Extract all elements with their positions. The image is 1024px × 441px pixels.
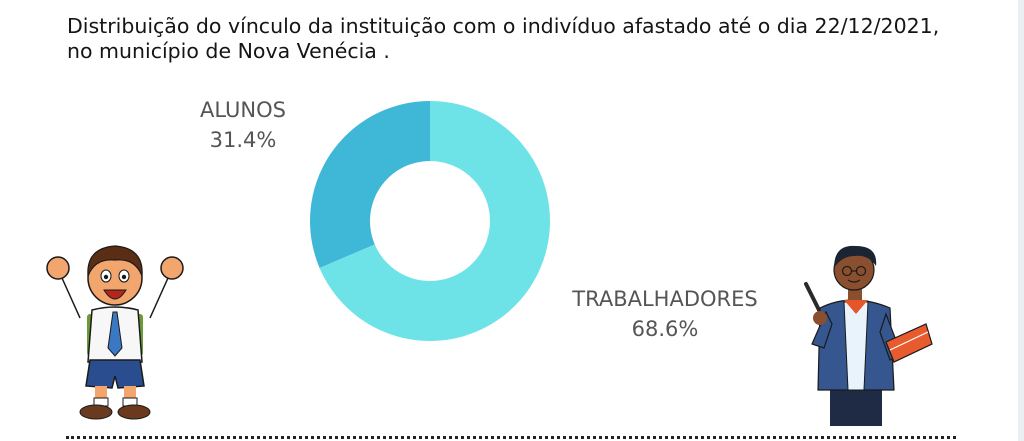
- dotted-divider: [66, 436, 956, 439]
- chart-title: Distribuição do vínculo da instituição c…: [67, 14, 940, 63]
- slice-category-trabalhadores: TRABALHADORES: [572, 287, 758, 311]
- teacher-icon: [804, 245, 933, 426]
- donut-chart: [309, 101, 550, 341]
- slice-value-trabalhadores: 68.6%: [631, 317, 699, 341]
- slice-category-alunos: ALUNOS: [200, 98, 286, 122]
- donut-slice-alunos: [309, 101, 430, 268]
- slice-value-alunos: 31.4%: [209, 128, 277, 152]
- student-boy-icon: [46, 245, 184, 420]
- frame-edge: [1018, 0, 1024, 441]
- slice-label-alunos: ALUNOS 31.4%: [183, 95, 303, 155]
- slice-label-trabalhadores: TRABALHADORES 68.6%: [550, 284, 780, 344]
- donut-slice-trabalhadores: [319, 101, 550, 341]
